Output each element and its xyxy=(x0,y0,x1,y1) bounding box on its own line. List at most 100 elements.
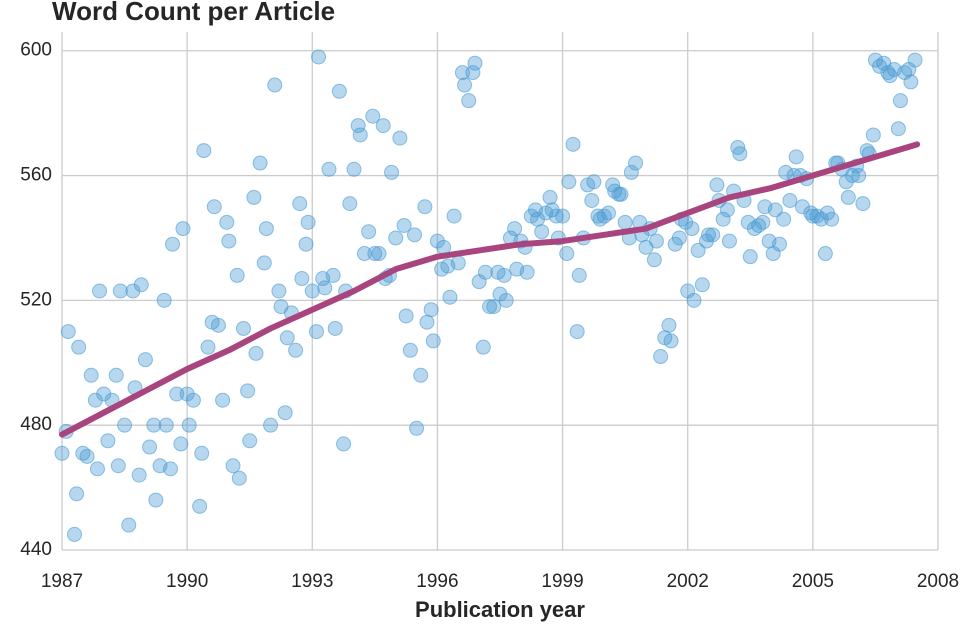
scatter-point xyxy=(196,143,212,159)
scatter-point xyxy=(231,470,247,486)
scatter-point xyxy=(755,214,771,230)
scatter-point xyxy=(838,174,854,190)
scatter-point xyxy=(89,461,105,477)
scatter-point xyxy=(613,186,629,202)
scatter-point xyxy=(288,342,304,358)
scatter-point xyxy=(671,230,687,246)
scatter-point xyxy=(824,211,840,227)
scatter-point xyxy=(705,227,721,243)
scatter-point xyxy=(628,155,644,171)
scatter-point xyxy=(844,168,860,184)
scatter-point xyxy=(112,283,128,299)
x-tick-label: 1987 xyxy=(41,571,83,592)
scatter-point xyxy=(300,214,316,230)
scatter-point xyxy=(131,467,147,483)
scatter-point xyxy=(242,433,258,449)
scatter-point xyxy=(496,267,512,283)
scatter-point xyxy=(133,277,149,293)
scatter-point xyxy=(267,77,283,93)
scatter-point xyxy=(851,168,867,184)
scatter-point xyxy=(173,436,189,452)
scatter-point xyxy=(162,461,178,477)
scatter-point xyxy=(840,189,856,205)
scatter-point xyxy=(271,283,287,299)
scatter-point xyxy=(461,93,477,109)
scatter-point xyxy=(600,205,616,221)
scatter-point xyxy=(788,149,804,165)
scatter-point xyxy=(308,324,324,340)
scatter-point xyxy=(229,267,245,283)
scatter-point xyxy=(653,349,669,365)
scatter-point xyxy=(277,405,293,421)
scatter-point xyxy=(694,277,710,293)
scatter-point xyxy=(304,283,320,299)
x-tick-label: 2008 xyxy=(917,571,959,592)
scatter-point xyxy=(54,445,70,461)
scatter-point xyxy=(181,417,197,433)
scatter-point xyxy=(690,242,706,258)
scatter-point xyxy=(346,161,362,177)
scatter-point xyxy=(311,49,327,65)
scatter-point xyxy=(256,255,272,271)
scatter-point xyxy=(794,199,810,215)
scatter-point xyxy=(477,264,493,280)
scatter-point xyxy=(71,339,87,355)
scatter-point xyxy=(396,217,412,233)
scatter-point xyxy=(892,93,908,109)
scatter-point xyxy=(185,392,201,408)
scatter-point xyxy=(555,208,571,224)
scatter-point xyxy=(498,292,514,308)
scatter-point xyxy=(219,214,235,230)
scatter-point xyxy=(571,267,587,283)
scatter-point xyxy=(350,118,366,134)
y-tick-label: 600 xyxy=(20,40,52,61)
scatter-point xyxy=(292,196,308,212)
scatter-point xyxy=(352,127,368,143)
scatter-point xyxy=(865,127,881,143)
scatter-point xyxy=(388,230,404,246)
scatter-point xyxy=(221,233,237,249)
scatter-point xyxy=(475,339,491,355)
scatter-point xyxy=(454,65,470,81)
scatter-point xyxy=(235,320,251,336)
scatter-point xyxy=(121,517,137,533)
scatter-point xyxy=(371,246,387,262)
y-tick-label: 560 xyxy=(20,165,52,186)
scatter-point xyxy=(365,108,381,124)
scatter-point xyxy=(200,339,216,355)
scatter-point xyxy=(137,352,153,368)
scatter-point xyxy=(586,174,602,190)
scatter-point xyxy=(663,333,679,349)
scatter-point xyxy=(542,189,558,205)
scatter-point xyxy=(240,383,256,399)
scatter-point xyxy=(648,233,664,249)
x-tick-label: 1990 xyxy=(166,571,208,592)
scatter-point xyxy=(890,121,906,137)
scatter-point xyxy=(225,458,241,474)
scatter-point xyxy=(903,74,919,90)
scatter-point xyxy=(108,367,124,383)
scatter-point xyxy=(413,367,429,383)
scatter-point xyxy=(246,189,262,205)
scatter-point xyxy=(561,174,577,190)
scatter-point xyxy=(325,267,341,283)
scatter-point xyxy=(192,498,208,514)
scatter-point xyxy=(175,221,191,237)
scatter-point xyxy=(125,283,141,299)
scatter-point xyxy=(565,136,581,152)
scatter-point xyxy=(336,436,352,452)
scatter-point xyxy=(907,52,923,68)
scatter-point xyxy=(467,55,483,71)
scatter-point xyxy=(684,221,700,237)
scatter-point xyxy=(60,324,76,340)
scatter-point xyxy=(701,227,717,243)
scatter-point xyxy=(559,246,575,262)
scatter-point xyxy=(617,214,633,230)
scatter-point xyxy=(709,177,725,193)
scatter-point xyxy=(482,299,498,315)
scatter-point xyxy=(252,155,268,171)
scatter-point xyxy=(317,280,333,296)
x-tick-label: 2002 xyxy=(667,571,709,592)
scatter-point xyxy=(519,264,535,280)
scatter-point xyxy=(100,433,116,449)
